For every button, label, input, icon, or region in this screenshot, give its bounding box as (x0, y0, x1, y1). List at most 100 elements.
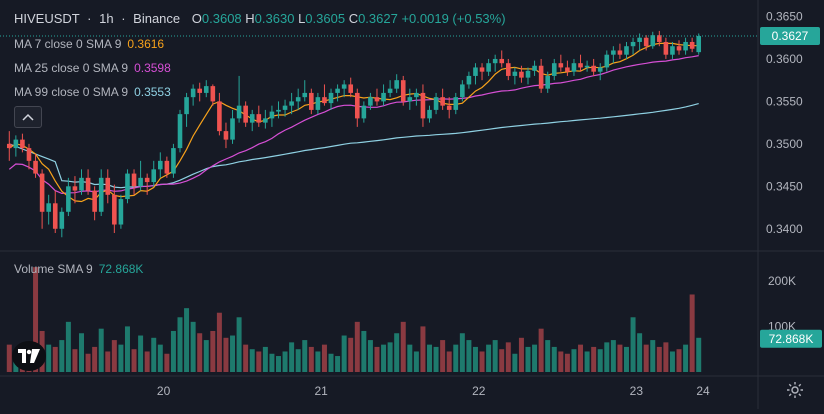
volume-legend[interactable]: Volume SMA 9 72.868K (14, 262, 143, 276)
candle-body (309, 92, 314, 110)
chevron-up-icon (22, 113, 34, 121)
candle-body (20, 139, 25, 149)
volume-bar (545, 340, 551, 372)
volume-bar (72, 349, 78, 372)
candle-body (223, 131, 229, 140)
candle-body (394, 80, 399, 89)
volume-bar (440, 340, 446, 372)
symbol-legend: HIVEUSDT · 1h · Binance O0.3608 H0.3630 … (14, 11, 506, 26)
candle-body (400, 80, 406, 102)
volume-bar (630, 317, 636, 372)
volume-bar (420, 326, 426, 372)
candle-body (433, 97, 439, 110)
ma25-legend[interactable]: MA 25 close 0 SMA 9 0.3598 (14, 61, 171, 75)
volume-bar (282, 351, 288, 372)
price-tick-label: 0.3550 (766, 94, 803, 108)
candle-body (630, 41, 636, 47)
volume-bar (269, 353, 275, 372)
volume-bar (518, 337, 524, 372)
volume-bar (597, 349, 603, 372)
time-tick-label: 24 (696, 384, 710, 398)
ma7-label: MA 7 close 0 SMA 9 (14, 37, 122, 51)
volume-bar (558, 351, 564, 372)
volume-bar (413, 351, 419, 372)
candle-body (177, 114, 183, 149)
volume-bar (683, 344, 689, 372)
candle-body (624, 46, 629, 55)
candle-body (39, 173, 45, 212)
candle-body (486, 63, 491, 72)
candle-body (263, 118, 268, 123)
volume-bar (236, 317, 242, 372)
volume-bar (591, 346, 597, 372)
gear-icon[interactable] (786, 381, 804, 399)
ma7-legend[interactable]: MA 7 close 0 SMA 9 0.3616 (14, 37, 164, 51)
volume-bar (6, 344, 12, 372)
volume-bar (98, 328, 104, 372)
candle-body (138, 177, 143, 187)
volume-bar (256, 351, 262, 372)
close-label: C (348, 11, 359, 26)
candle-body (374, 97, 380, 102)
candle-body (151, 169, 157, 183)
candle-body (361, 105, 367, 119)
collapse-legend-button[interactable] (14, 106, 42, 128)
low-value: 0.3605 (305, 11, 346, 26)
volume-bar (190, 321, 196, 372)
volume-bar (335, 356, 341, 372)
candle-body (210, 86, 216, 102)
candle-body (26, 148, 32, 161)
volume-bar (52, 346, 58, 372)
volume-bar (394, 333, 400, 372)
volume-bar (538, 328, 544, 372)
volume-label: Volume SMA 9 (14, 262, 93, 276)
volume-bar (479, 351, 485, 372)
volume-bar (492, 340, 498, 372)
volume-bar (151, 337, 157, 372)
candle-body (46, 203, 51, 212)
ma99-legend[interactable]: MA 99 close 0 SMA 9 0.3553 (14, 85, 171, 99)
volume-bar (157, 344, 163, 372)
volume-bar (354, 321, 360, 372)
candle-body (112, 194, 117, 225)
candle-body (315, 97, 321, 110)
interval[interactable]: 1h (99, 11, 114, 26)
candle-body (676, 46, 682, 51)
ma7-line (8, 42, 699, 203)
candle-body (52, 203, 58, 229)
candle-body (282, 105, 288, 110)
volume-bar (472, 346, 478, 372)
volume-tick-label: 200K (768, 274, 796, 288)
candle-body (269, 111, 275, 119)
candle-body (473, 67, 478, 76)
candle-body (492, 58, 498, 64)
candle-body (289, 101, 294, 106)
candle-body (604, 54, 610, 68)
price-tick-label: 0.3600 (766, 52, 803, 66)
candle-body (617, 50, 623, 55)
ma7-value: 0.3616 (127, 37, 165, 51)
volume-bar (308, 346, 314, 372)
volume-bar (92, 346, 98, 372)
candle-body (650, 35, 656, 47)
volume-bar (85, 353, 91, 372)
volume-bar (623, 346, 629, 372)
candle-body (13, 139, 19, 149)
candle-body (525, 70, 531, 78)
tradingview-logo-icon[interactable] (12, 341, 46, 371)
volume-bar (676, 349, 682, 372)
candle-body (276, 109, 281, 112)
volume-bar (65, 321, 71, 372)
candle-body (6, 143, 12, 149)
candle-body (466, 75, 472, 85)
volume-bar (138, 335, 144, 372)
price-tick-label: 0.3650 (766, 9, 803, 23)
candle-body (670, 46, 675, 55)
volume-bar (696, 337, 702, 372)
candle-body (171, 148, 176, 174)
candle-body (243, 105, 248, 123)
symbol-name[interactable]: HIVEUSDT (14, 11, 80, 26)
candle-body (217, 101, 222, 132)
